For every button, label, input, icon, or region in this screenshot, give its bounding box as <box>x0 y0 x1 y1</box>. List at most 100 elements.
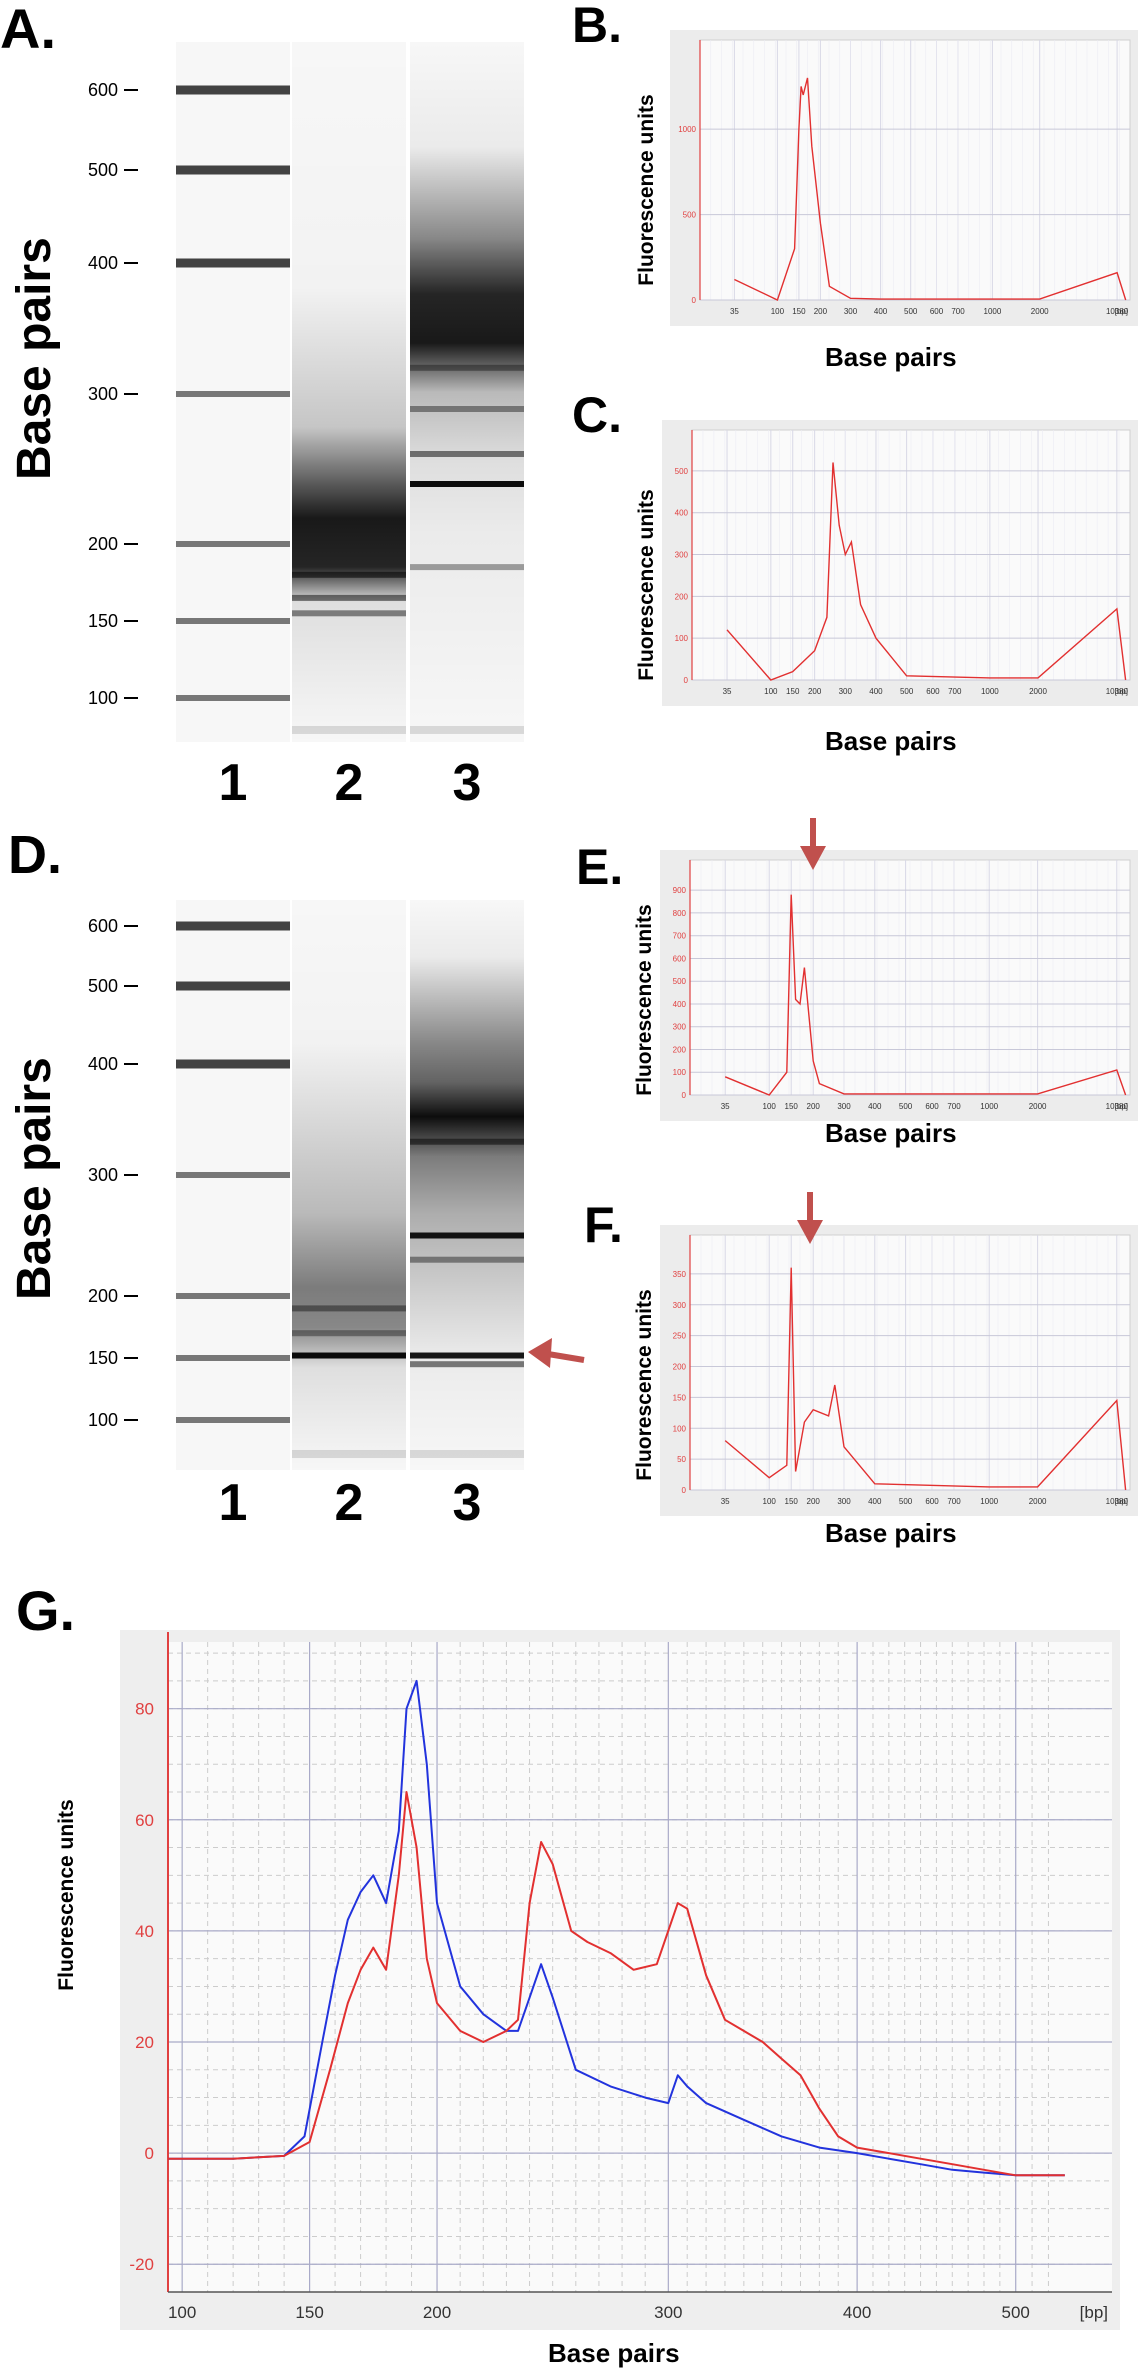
gel-tick-label-100: 100 <box>88 1410 118 1430</box>
y-tick-label: 200 <box>673 1045 687 1054</box>
x-tick-label: 700 <box>951 307 965 316</box>
x-tick-label: 1000 <box>980 1497 998 1506</box>
gel-tick-label-500: 500 <box>88 160 118 180</box>
chart-f-xlabel: Base pairs <box>825 1518 957 1548</box>
y-tick-label: 80 <box>135 1700 154 1719</box>
x-tick-label: [bp] <box>1115 1102 1128 1111</box>
gel-band <box>176 1172 290 1178</box>
y-tick-label: 60 <box>135 1811 154 1830</box>
x-tick-label: 500 <box>899 1497 913 1506</box>
gel-band <box>292 1352 406 1359</box>
x-tick-label: 35 <box>730 307 739 316</box>
chart-panel-g: Fluorescence units -20 0 20 40 60 80 100 150 200… <box>0 1630 1140 2377</box>
y-tick-label: -20 <box>129 2255 154 2274</box>
x-tick-label: 400 <box>868 1102 882 1111</box>
chart-e-svg: 0 100 200 300 400 500 600 700 800 900 35 100 150 200 3… <box>660 850 1138 1121</box>
x-tick-label: 200 <box>807 1497 821 1506</box>
x-tick-label: 200 <box>423 2303 451 2322</box>
x-tick-label: 500 <box>904 307 918 316</box>
x-tick-label: 500 <box>900 687 914 696</box>
x-tick-label: 400 <box>843 2303 871 2322</box>
x-tick-label: 35 <box>721 1497 730 1506</box>
gel-smear-lane-2 <box>292 900 406 1470</box>
x-tick-label: 1000 <box>981 687 999 696</box>
plot-area <box>168 1642 1112 2292</box>
y-tick-label: 0 <box>682 1091 687 1100</box>
gel-tick-label-300: 300 <box>88 1165 118 1185</box>
gel-band <box>410 451 524 457</box>
gel-tick-label-100: 100 <box>88 688 118 708</box>
x-tick-label: 700 <box>947 1102 961 1111</box>
y-tick-label: 100 <box>673 1068 687 1077</box>
gel-band <box>176 391 290 397</box>
gel-lower-marker <box>292 1450 406 1458</box>
gel-panel-d: Base pairs 600 500 400 300 200 150 100 1 2 3 <box>0 820 600 1560</box>
chart-e-xlabel: Base pairs <box>825 1118 957 1148</box>
x-tick-label: 2000 <box>1031 307 1049 316</box>
x-tick-label: 300 <box>654 2303 682 2322</box>
x-tick-label: [bp] <box>1115 1497 1128 1506</box>
y-tick-label: 300 <box>675 551 689 560</box>
x-tick-label: [bp] <box>1115 307 1128 316</box>
x-tick-label: 10380 <box>1106 1102 1129 1111</box>
gel-band <box>410 1361 524 1368</box>
gel-lane-label-1: 1 <box>219 1474 248 1532</box>
x-tick-label: 10380 <box>1106 687 1129 696</box>
x-tick-label: 200 <box>807 1102 821 1111</box>
x-tick-label: 35 <box>721 1102 730 1111</box>
gel-band <box>176 541 290 547</box>
x-tick-label: 200 <box>814 307 828 316</box>
x-tick-label: [bp] <box>1115 687 1128 696</box>
gel-tick-label-600: 600 <box>88 80 118 100</box>
gel-tick-label-600: 600 <box>88 916 118 936</box>
chart-c-xlabel: Base pairs <box>825 726 957 756</box>
gel-tick-label-400: 400 <box>88 1054 118 1074</box>
y-tick-label: 40 <box>135 1922 154 1941</box>
x-tick-label: 300 <box>844 307 858 316</box>
x-tick-label: 300 <box>837 1102 851 1111</box>
gel-band <box>292 1305 406 1312</box>
gel-band <box>176 1059 290 1069</box>
x-tick-label: 600 <box>925 1102 939 1111</box>
x-tick-label: 700 <box>948 687 962 696</box>
gel-band <box>410 1138 524 1145</box>
series-line-blue <box>168 1679 1065 2177</box>
gel-tick-label-200: 200 <box>88 534 118 554</box>
chart-b-svg: 0 500 1000 35 100 150 200 300 400 500 600 700 1000 20… <box>670 30 1138 326</box>
gel-band <box>176 258 290 268</box>
gel-band <box>410 481 524 487</box>
gel-band <box>292 1330 406 1337</box>
gel-lower-marker <box>410 726 524 734</box>
gel-band <box>410 1256 524 1263</box>
gel-band <box>410 364 524 371</box>
x-tick-label: [bp] <box>1080 2303 1108 2322</box>
gel-d-svg: 600 500 400 300 200 150 100 1 2 3 <box>88 900 524 1532</box>
panel-letter-f: F. <box>584 1197 623 1253</box>
x-tick-label: 600 <box>925 1497 939 1506</box>
gel-band <box>410 1232 524 1239</box>
x-tick-label: 150 <box>786 687 800 696</box>
gel-lane-label-3: 3 <box>453 1474 482 1532</box>
y-tick-label: 300 <box>673 1301 687 1310</box>
x-tick-label: 2000 <box>1029 1102 1047 1111</box>
chart-g-xlabel: Base pairs <box>548 2338 680 2368</box>
gel-tick-label-500: 500 <box>88 976 118 996</box>
gel-tick-label-150: 150 <box>88 1348 118 1368</box>
chart-c-svg: 0 100 200 300 400 500 35 100 150 200 300 400 500 600 7… <box>662 420 1138 706</box>
y-tick-label: 150 <box>673 1393 687 1402</box>
x-tick-label: 35 <box>723 687 732 696</box>
y-tick-label: 300 <box>673 1023 687 1032</box>
gel-lane-label-2: 2 <box>335 1474 364 1532</box>
y-tick-label: 900 <box>673 886 687 895</box>
x-tick-label: 500 <box>899 1102 913 1111</box>
gel-band <box>176 1417 290 1423</box>
y-tick-label: 500 <box>675 467 689 476</box>
gel-smear-lane-3 <box>410 900 524 1470</box>
gel-band <box>292 594 406 601</box>
panel-letter-a: A. <box>0 0 56 60</box>
x-tick-label: 600 <box>930 307 944 316</box>
chart-f-svg: 0 50 100 150 200 250 300 350 35 100 150 200 300 400 50… <box>660 1225 1138 1516</box>
chart-panel-e: Fluorescence units 0 100 200 300 400 500 600 70… <box>620 850 1140 1200</box>
gel-band <box>176 1293 290 1299</box>
gel-band <box>410 406 524 412</box>
